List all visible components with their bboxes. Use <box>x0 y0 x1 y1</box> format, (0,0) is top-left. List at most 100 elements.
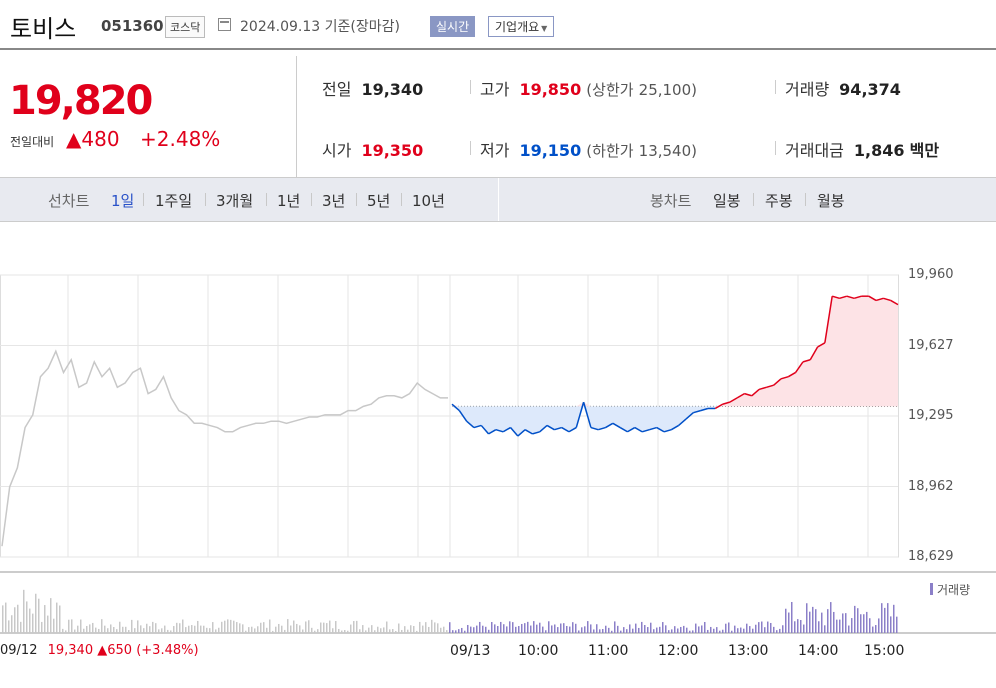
prev-day-summary: 09/12 19,340 ▲650 (+3.48%) <box>0 643 199 658</box>
volume-bar <box>656 627 658 633</box>
period-3y[interactable]: 3년 <box>322 192 346 210</box>
candle-weekly[interactable]: 주봉 <box>765 192 793 210</box>
volume-bar <box>113 627 115 633</box>
volume-bar <box>206 627 208 633</box>
volume-bar <box>110 624 112 633</box>
volume-bar <box>74 629 76 633</box>
volume-bar <box>881 603 883 633</box>
period-selector: 선차트 1일 1주일 3개월 1년 3년 5년 10년 봉차트 일봉 주봉 월봉 <box>0 177 996 222</box>
price-segment <box>809 346 819 361</box>
volume-bar <box>167 629 169 633</box>
price-segment <box>780 375 789 380</box>
period-1y[interactable]: 1년 <box>277 192 301 210</box>
amount-value: 1,846 <box>853 141 905 160</box>
volume-bar <box>791 601 793 633</box>
price-segment <box>451 403 460 412</box>
volume-bar <box>428 626 430 633</box>
volume-bar <box>818 621 820 633</box>
volume-bar <box>641 621 643 633</box>
volume-bar <box>389 629 391 633</box>
volume-bar <box>740 627 742 633</box>
divider <box>311 193 312 206</box>
volume-bar <box>650 622 652 633</box>
candle-monthly[interactable]: 월봉 <box>817 192 845 210</box>
price-segment <box>751 388 760 397</box>
candle-daily[interactable]: 일봉 <box>713 192 741 210</box>
volume-bar <box>125 626 127 633</box>
volume-bar <box>38 598 40 633</box>
stock-code: 051360 <box>101 17 164 35</box>
prev-close-label: 전일 <box>322 80 352 99</box>
price-segment <box>649 426 657 431</box>
volume-bar <box>56 602 58 633</box>
volume-bar <box>815 609 817 633</box>
volume-bar <box>569 626 571 633</box>
volume-bar <box>314 630 316 633</box>
volume-bar <box>728 622 730 633</box>
period-1w[interactable]: 1주일 <box>155 192 193 210</box>
price-segment <box>532 431 540 435</box>
price-segment <box>546 424 555 431</box>
price-segment <box>656 426 665 433</box>
realtime-button[interactable]: 실시간 <box>430 16 476 37</box>
price-segment <box>700 407 709 412</box>
price-segment <box>517 429 526 437</box>
volume-bar <box>482 625 484 633</box>
volume-bar <box>812 606 814 633</box>
volume-bar <box>323 622 325 633</box>
volume-bar <box>161 628 163 633</box>
volume-bar <box>674 626 676 633</box>
volume-bar <box>593 629 595 633</box>
volume-bar <box>422 625 424 633</box>
volume-bar <box>758 622 760 633</box>
volume-bar <box>890 616 892 633</box>
volume-bar <box>293 620 295 633</box>
volume-bar <box>416 630 418 633</box>
volume-bar <box>35 593 37 633</box>
volume-bar <box>596 624 598 633</box>
volume-bar <box>8 620 10 633</box>
volume-bar <box>470 626 472 633</box>
line-chart-label: 선차트 <box>48 192 90 210</box>
x-tick-label: 13:00 <box>728 643 769 659</box>
price-chart[interactable]: 거래량 <box>0 240 996 688</box>
volume-bar <box>476 625 478 633</box>
volume-bar <box>566 625 568 633</box>
quote-panel: 19,820 전일대비 ▲480 +2.48% 전일 19,340 고가 19,85… <box>0 56 996 178</box>
volume-bar <box>287 619 289 633</box>
divider <box>266 193 267 206</box>
volume-bar <box>677 628 679 633</box>
volume-bar <box>692 630 694 633</box>
period-5y[interactable]: 5년 <box>367 192 391 210</box>
period-3m[interactable]: 3개월 <box>216 192 254 210</box>
stock-header: 토비스 051360 코스닥 2024.09.13 기준(장마감) 실시간 기업… <box>0 0 996 50</box>
volume-bar <box>200 625 202 633</box>
volume-bar <box>227 619 229 633</box>
volume-bar <box>497 626 499 633</box>
volume-bar <box>701 625 703 633</box>
volume-bar <box>224 620 226 633</box>
prev-close-value: 19,340 <box>361 80 424 99</box>
low-label: 저가 <box>480 141 510 160</box>
volume-bar <box>611 630 613 633</box>
volume-bar <box>461 627 463 633</box>
period-1d[interactable]: 1일 <box>111 192 135 210</box>
volume-bar <box>404 626 406 633</box>
volume-bar <box>188 625 190 633</box>
volume-bar <box>68 619 70 633</box>
volume-bar <box>635 623 637 633</box>
line-chart-periods: 선차트 1일 1주일 3개월 1년 3년 5년 10년 <box>0 178 499 221</box>
stock-name: 토비스 <box>10 15 77 43</box>
period-10y[interactable]: 10년 <box>412 192 445 210</box>
volume-bar <box>848 625 850 633</box>
volume-bar <box>563 623 565 633</box>
volume-bar <box>239 623 241 633</box>
price-segment <box>612 422 621 429</box>
volume-bar <box>713 628 715 633</box>
high-price: 고가 19,850 (상한가 25,100) <box>480 76 697 100</box>
up-area <box>452 296 898 407</box>
volume-bar <box>479 621 481 633</box>
volume-bar <box>614 621 616 633</box>
company-overview-button[interactable]: 기업개요 ▼ <box>488 16 555 37</box>
volume-bar <box>845 613 847 633</box>
